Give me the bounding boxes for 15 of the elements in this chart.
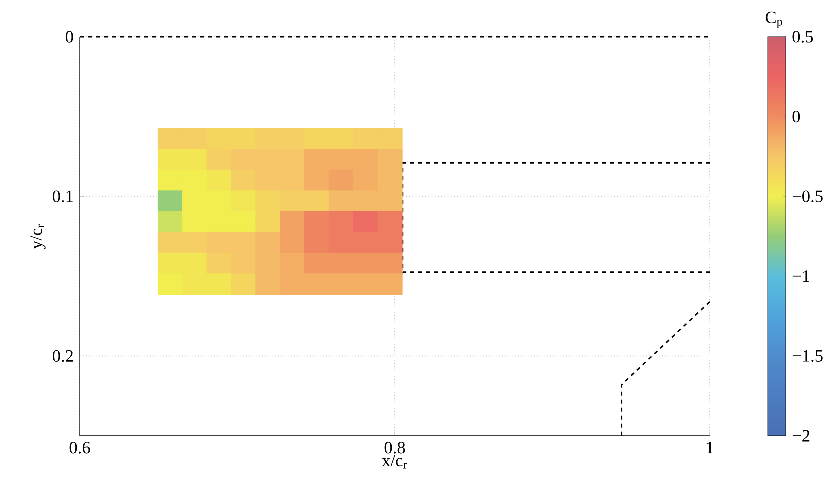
y-tick-label: 0.2 (52, 350, 74, 362)
color-bar-label: 0 (792, 110, 800, 123)
color-bar-label: −1.5 (792, 350, 823, 362)
y-tick-label: 0.1 (52, 190, 73, 202)
x-axis-title: x/c$_{r}$ (382, 454, 408, 469)
x-tick-label: 0.8 (384, 442, 406, 454)
x-tick-label: 0.6 (70, 442, 90, 454)
color-bar-label: −1 (792, 270, 810, 282)
color-bar-title: C$_{p}$ (766, 12, 782, 28)
color-bar-label: −2 (792, 430, 810, 442)
y-tick-label: 0 (66, 31, 74, 43)
color-bar-label: −0.5 (792, 190, 823, 202)
x-tick-label: 1 (707, 442, 714, 454)
y-axis-title: y/c$_{r}$ (30, 224, 46, 250)
color-bar-label: 0.5 (792, 31, 814, 43)
